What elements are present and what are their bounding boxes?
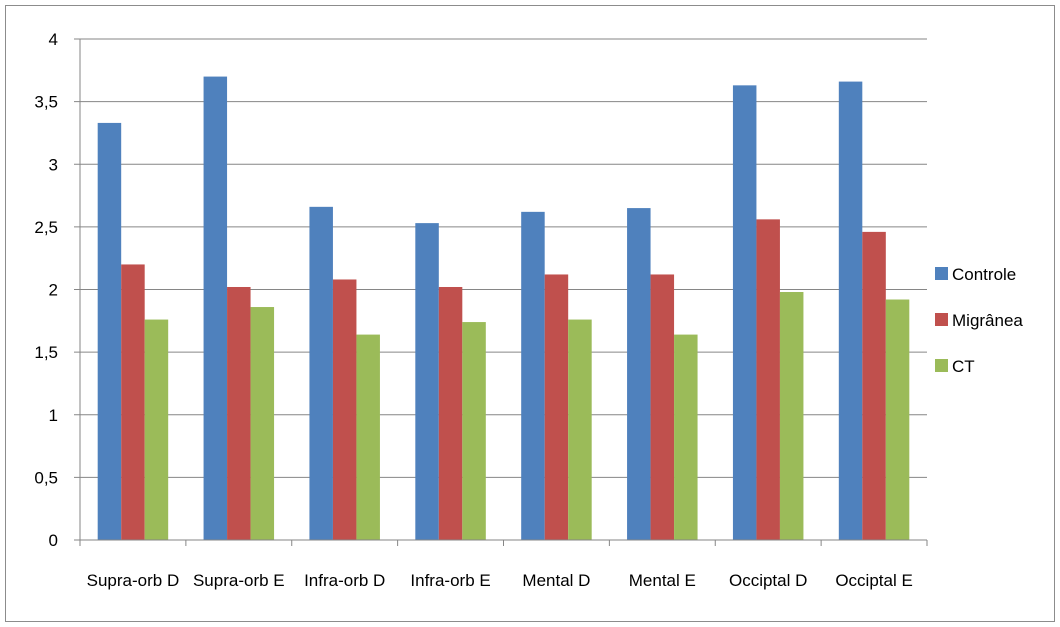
legend-label: Controle — [952, 265, 1016, 284]
bar-migr-nea — [756, 219, 780, 541]
y-tick-label: 0,5 — [34, 468, 58, 487]
x-category-label: Occiptal E — [835, 571, 912, 590]
bar-controle — [203, 76, 228, 540]
bar-migr-nea — [227, 286, 251, 540]
x-category-labels: Supra-orb D Supra-orb E Infra-orb D Infra-o… — [87, 571, 913, 590]
bar-ct — [885, 299, 910, 540]
x-category-label: Mental E — [629, 571, 696, 590]
y-tick-label: 2 — [49, 281, 58, 300]
x-category-label: Occiptal D — [729, 571, 807, 590]
x-category-label: Supra-orb E — [193, 571, 285, 590]
legend-label: CT — [952, 357, 975, 376]
x-category-label: Supra-orb D — [87, 571, 180, 590]
legend-swatch — [935, 267, 948, 280]
bar-controle — [97, 122, 122, 540]
y-tick-label: 3 — [49, 155, 58, 174]
legend: Controle Migrânea CT — [935, 265, 1023, 376]
y-tick-label: 1,5 — [34, 343, 58, 362]
bar-migr-nea — [438, 286, 463, 540]
legend-swatch — [935, 313, 948, 326]
bar-ct — [250, 307, 275, 540]
bar-controle — [838, 81, 863, 541]
legend-label: Migrânea — [952, 311, 1023, 330]
bars — [97, 76, 910, 541]
bar-controle — [627, 208, 651, 540]
x-category-label: Infra-orb D — [304, 571, 385, 590]
y-tick-label: 0 — [49, 531, 58, 550]
y-tick-label: 1 — [49, 406, 58, 425]
bar-ct — [674, 334, 698, 540]
bar-controle — [521, 211, 545, 540]
y-tick-label: 4 — [49, 30, 58, 49]
bar-controle — [309, 206, 333, 540]
bar-controle — [415, 223, 439, 540]
bar-migr-nea — [121, 264, 145, 540]
bar-migr-nea — [650, 274, 675, 540]
bar-migr-nea — [862, 231, 886, 540]
y-tick-label: 2,5 — [34, 218, 58, 237]
bar-migr-nea — [332, 279, 357, 540]
x-category-label: Mental D — [522, 571, 590, 590]
bar-ct — [144, 319, 169, 540]
y-tick-labels: 0 0,5 1 1,5 2 2,5 3 3,5 4 — [34, 30, 58, 550]
bar-ct — [779, 292, 804, 540]
legend-swatch — [935, 359, 948, 372]
x-category-label: Infra-orb E — [410, 571, 490, 590]
bar-migr-nea — [544, 274, 569, 540]
y-tick-label: 3,5 — [34, 93, 58, 112]
bar-ct — [462, 322, 486, 540]
bar-ct — [568, 319, 592, 540]
bar-ct — [356, 334, 380, 540]
axes — [74, 38, 928, 546]
bar-controle — [732, 85, 757, 540]
